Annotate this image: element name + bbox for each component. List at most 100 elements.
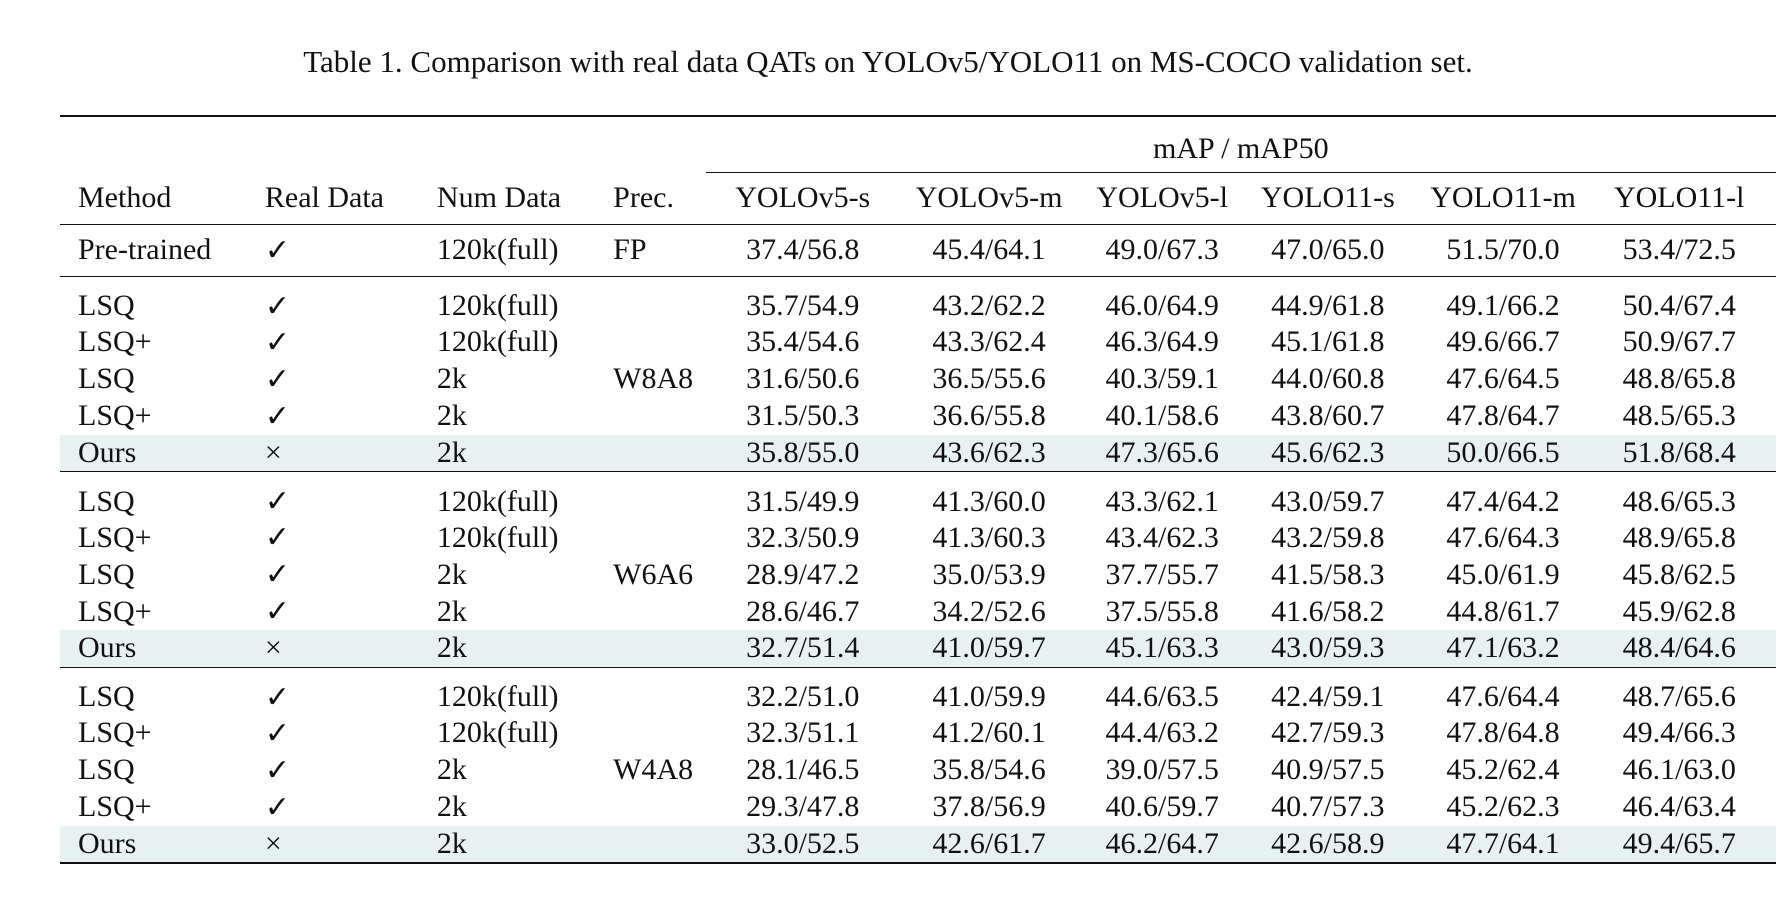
table-row: Ours × 2k 32.7/51.4 41.0/59.7 45.1/63.3 43.0/5…: [60, 630, 1776, 667]
cell-real-data: ✓: [264, 485, 291, 518]
cell-value: 48.5/65.3: [1622, 399, 1736, 432]
header-columns-row: Method Real Data Num Data Prec. YOLOv5-s…: [60, 171, 1776, 224]
cell-value: 40.9/57.5: [1271, 753, 1385, 786]
column-header-method: Method: [78, 180, 172, 214]
cell-value: 47.1/63.2: [1409, 630, 1597, 667]
cell-method: Ours: [60, 434, 247, 472]
cell-value: 43.3/62.4: [932, 325, 1046, 358]
cell-value: 37.7/55.7: [1105, 557, 1219, 591]
table-row: Ours × 2k 33.0/52.5 42.6/61.7 46.2/64.7 42.6/5…: [60, 825, 1776, 863]
cell-real-data: ×: [246, 825, 419, 863]
cell-value: 41.3/60.3: [932, 520, 1046, 554]
cell-value: 47.4/64.2: [1446, 484, 1560, 518]
cell-real-data: ✓: [264, 680, 291, 714]
cell-value: 40.7/57.3: [1271, 790, 1385, 823]
cell-value: 47.6/64.4: [1446, 680, 1560, 713]
cell-value: 49.1/66.2: [1446, 289, 1560, 322]
cell-value: 50.4/67.4: [1622, 289, 1736, 322]
cell-real-data: ✓: [264, 595, 291, 628]
cell-precision: [595, 472, 705, 520]
cell-method: LSQ+: [78, 594, 152, 628]
cell-value: 47.6/64.5: [1446, 362, 1560, 395]
cell-value: 45.1/63.3: [1078, 630, 1247, 667]
cell-method: LSQ+: [78, 716, 152, 749]
cell-value: 42.7/59.3: [1271, 716, 1385, 749]
cell-value: 31.5/50.3: [746, 399, 860, 432]
group-header-label: mAP / mAP50: [1153, 131, 1329, 165]
table-caption: Table 1. Comparison with real data QATs …: [303, 44, 1473, 79]
cell-method: LSQ+: [78, 790, 152, 823]
cell-method: LSQ: [78, 362, 135, 395]
cell-precision: FP: [613, 233, 647, 266]
cell-value: 46.2/64.7: [1078, 825, 1247, 863]
cell-value: 47.6/64.3: [1446, 520, 1560, 554]
table-row: LSQ+ ✓ 120k(full) 35.4/54.6 43.3/62.4 46.3/64…: [60, 324, 1776, 361]
cell-precision: [595, 276, 705, 324]
cell-value: 35.8/54.6: [932, 753, 1046, 786]
cell-value: 32.3/51.1: [746, 716, 860, 749]
cell-precision: [595, 324, 705, 361]
header-group-row: mAP / mAP50: [60, 116, 1776, 172]
cell-real-data: ✓: [264, 399, 291, 433]
cell-precision: [595, 715, 705, 752]
cell-value: 46.4/63.4: [1622, 790, 1736, 823]
cell-precision: [595, 593, 705, 630]
cell-num-data: 2k: [436, 557, 467, 591]
cell-num-data: 2k: [436, 362, 467, 395]
cell-value: 43.0/59.7: [1271, 484, 1385, 518]
cell-value: 28.1/46.5: [746, 753, 860, 786]
cell-precision: [595, 825, 706, 863]
cell-value: 28.6/46.7: [746, 594, 860, 628]
cell-value: 51.8/68.4: [1596, 434, 1776, 472]
cell-method: LSQ: [78, 753, 135, 786]
table-row: Ours × 2k 35.8/55.0 43.6/62.3 47.3/65.6 45.6/6…: [60, 434, 1776, 472]
cell-value: 45.8/62.5: [1622, 557, 1736, 591]
cell-value: 44.6/63.5: [1105, 680, 1219, 713]
cell-value: 32.3/50.9: [746, 520, 860, 554]
table-row: LSQ+ ✓ 2k 31.5/50.3 36.6/55.8 40.1/58.6 43.8/6…: [60, 398, 1776, 435]
table-row: LSQ ✓ 2k W8A8 31.6/50.6 36.5/55.6 40.3/59.1 44.…: [60, 361, 1776, 398]
cell-value: 47.7/64.1: [1409, 825, 1597, 863]
cell-value: 43.6/62.3: [899, 434, 1079, 472]
cell-precision: [595, 630, 706, 667]
cell-method: LSQ: [78, 289, 135, 322]
cell-real-data: ✓: [264, 558, 291, 591]
cell-value: 43.8/60.7: [1271, 399, 1385, 432]
cell-real-data: ✓: [264, 790, 291, 824]
column-header-num-data: Num Data: [436, 180, 562, 214]
cell-value: 50.0/66.5: [1409, 434, 1597, 472]
cell-real-data: ×: [246, 630, 419, 667]
cell-value: 31.5/49.9: [746, 484, 860, 518]
cell-value: 48.4/64.6: [1596, 630, 1776, 667]
cell-method: Ours: [60, 630, 247, 667]
column-header-yolo11-m: YOLO11-m: [1409, 171, 1597, 224]
cell-value: 32.2/51.0: [746, 680, 860, 713]
cell-method: LSQ: [78, 557, 135, 591]
cell-value: 40.1/58.6: [1105, 399, 1219, 432]
cell-value: 35.0/53.9: [932, 557, 1046, 591]
cell-value: 45.0/61.9: [1446, 557, 1560, 591]
cell-value: 49.4/66.3: [1622, 716, 1736, 749]
cell-value: 28.9/47.2: [746, 557, 860, 591]
cell-value: 35.7/54.9: [746, 289, 860, 322]
column-header-yolov5-s: YOLOv5-s: [705, 171, 900, 224]
cell-value: 43.3/62.1: [1105, 484, 1219, 518]
cell-value: 42.6/61.7: [899, 825, 1079, 863]
cell-value: 43.2/59.8: [1271, 520, 1385, 554]
cell-real-data: ✓: [264, 325, 291, 359]
cell-precision: W6A6: [613, 557, 694, 591]
cell-value: 39.0/57.5: [1105, 753, 1219, 786]
cell-precision: [595, 667, 705, 715]
cell-value: 35.4/54.6: [746, 325, 860, 358]
cell-value: 53.4/72.5: [1622, 233, 1736, 266]
cell-num-data: 120k(full): [436, 233, 559, 266]
cell-num-data: 120k(full): [436, 325, 559, 358]
cell-num-data: 2k: [436, 753, 467, 786]
cell-value: 42.6/58.9: [1246, 825, 1410, 863]
cell-real-data: ✓: [264, 753, 291, 787]
cell-value: 48.6/65.3: [1622, 484, 1736, 518]
cell-value: 44.9/61.8: [1271, 289, 1385, 322]
cell-value: 43.0/59.3: [1246, 630, 1410, 667]
cell-num-data: 2k: [418, 630, 596, 667]
cell-num-data: 2k: [436, 399, 467, 432]
